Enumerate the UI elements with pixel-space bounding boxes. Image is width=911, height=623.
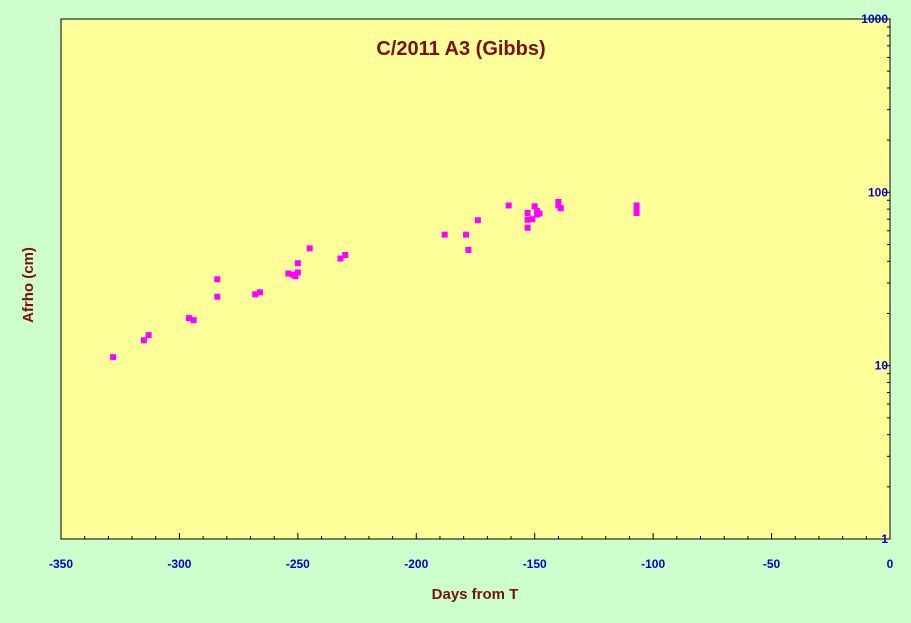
data-point xyxy=(214,276,221,283)
y-tick-label: 100 xyxy=(868,185,888,199)
data-series xyxy=(110,198,640,361)
data-point xyxy=(252,291,259,298)
y-tick-label: 1 xyxy=(881,532,888,546)
data-point xyxy=(342,251,349,258)
x-axis: -350 -300 -250 -200 -150 -100 -50 0 xyxy=(49,533,894,571)
plot-area xyxy=(60,18,891,540)
y-axis-title: Afrho (cm) xyxy=(20,247,37,323)
y-tick-label: 1000 xyxy=(861,12,888,26)
x-tick-label: -150 xyxy=(523,557,547,571)
data-point xyxy=(441,231,448,238)
data-point xyxy=(294,269,301,276)
data-point xyxy=(185,315,192,322)
x-tick-label: -350 xyxy=(49,557,73,571)
data-point xyxy=(536,210,543,217)
x-tick-label: -100 xyxy=(641,557,665,571)
data-point xyxy=(145,332,152,339)
data-point xyxy=(555,198,562,205)
data-point xyxy=(633,209,640,216)
data-point xyxy=(294,260,301,267)
x-axis-title: Days from T xyxy=(432,586,519,603)
chart-title: C/2011 A3 (Gibbs) xyxy=(376,38,545,60)
data-point xyxy=(633,202,640,209)
data-point xyxy=(463,231,470,238)
data-point xyxy=(531,203,538,210)
data-point xyxy=(524,216,531,223)
x-tick-label: -250 xyxy=(286,557,310,571)
data-point xyxy=(529,216,536,223)
data-point xyxy=(505,202,512,209)
data-point xyxy=(140,337,147,344)
x-tick-label: -50 xyxy=(763,557,781,571)
data-point xyxy=(190,317,197,324)
x-tick-label: -200 xyxy=(404,557,428,571)
x-tick-label: 0 xyxy=(887,557,894,571)
data-point xyxy=(465,246,472,253)
data-point xyxy=(306,245,313,252)
x-tick-label: -300 xyxy=(167,557,191,571)
data-point xyxy=(214,293,221,300)
y-axis: 1 10 100 1000 xyxy=(861,12,890,546)
data-point xyxy=(524,209,531,216)
data-point xyxy=(285,270,292,277)
data-point xyxy=(110,354,117,361)
data-point xyxy=(256,289,263,296)
data-point xyxy=(337,255,344,262)
data-point xyxy=(474,217,481,224)
data-point xyxy=(557,205,564,212)
data-point xyxy=(524,224,531,231)
y-tick-label: 10 xyxy=(875,359,889,373)
data-point xyxy=(292,273,299,280)
